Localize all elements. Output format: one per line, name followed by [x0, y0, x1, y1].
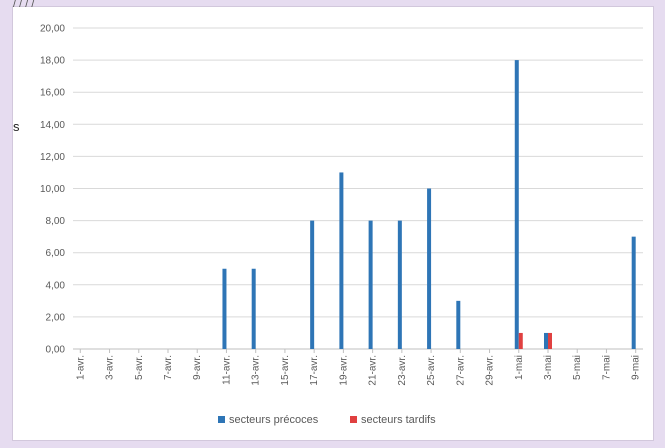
legend-label-tardifs: secteurs tardifs	[361, 414, 436, 426]
x-tick-label: 29-avr.	[485, 355, 496, 386]
legend-label-precoces: secteurs précoces	[229, 414, 319, 426]
bar-secteurs-precoces	[544, 332, 548, 349]
y-tick-label: 14,00	[40, 120, 65, 131]
x-tick-label: 13-avr.	[251, 355, 262, 386]
bar-secteurs-tardifs	[548, 332, 552, 349]
x-tick-label: 9-avr.	[192, 355, 203, 380]
y-tick-label: 20,00	[40, 24, 65, 35]
x-tick-label: 19-avr.	[338, 355, 349, 386]
x-tick-label: 1-mai	[514, 355, 525, 380]
y-tick-label: 10,00	[40, 184, 65, 195]
x-tick-label: 21-avr.	[368, 355, 379, 386]
x-tick-label: 27-avr.	[455, 355, 466, 386]
x-tick-label: 7-mai	[601, 355, 612, 380]
bar-secteurs-precoces	[514, 60, 519, 349]
bar-secteurs-precoces	[222, 268, 227, 349]
y-tick-label: 0,00	[46, 345, 66, 356]
x-tick-label: 25-avr.	[426, 355, 437, 386]
bar-secteurs-precoces	[310, 220, 315, 349]
y-tick-label: 4,00	[46, 280, 66, 291]
x-tick-label: 1-avr.	[75, 355, 86, 380]
x-tick-label: 5-avr.	[134, 355, 145, 380]
x-tick-label: 15-avr.	[280, 355, 291, 386]
y-tick-label: 18,00	[40, 56, 65, 67]
cropped-side-text: s	[13, 119, 20, 134]
bar-secteurs-precoces	[397, 220, 402, 349]
y-tick-label: 6,00	[46, 248, 66, 259]
bar-secteurs-tardifs	[518, 332, 523, 349]
bar-secteurs-precoces	[339, 172, 344, 349]
bar-secteurs-precoces	[631, 236, 636, 349]
bar-secteurs-precoces	[368, 220, 373, 349]
x-tick-label: 11-avr.	[221, 355, 232, 385]
bar-secteurs-precoces	[427, 188, 432, 349]
legend-swatch-precoces	[218, 416, 225, 423]
y-tick-label: 8,00	[46, 216, 66, 227]
x-tick-label: 23-avr.	[397, 355, 408, 386]
x-tick-label: 5-mai	[572, 355, 583, 380]
bar-secteurs-precoces	[251, 268, 256, 349]
legend-swatch-tardifs	[350, 416, 357, 423]
y-tick-label: 12,00	[40, 152, 65, 163]
x-tick-label: 9-mai	[631, 355, 642, 380]
y-tick-label: 2,00	[46, 312, 66, 323]
x-tick-label: 7-avr.	[163, 355, 174, 380]
x-tick-label: 3-mai	[543, 355, 554, 380]
cropped-top-text: / / / /	[13, 0, 35, 10]
bar-secteurs-precoces	[456, 300, 461, 349]
bar-chart: 0,00 2,00 4,00 6,00 8,00 10,00 12,00 14,00 16,00…	[40, 24, 643, 426]
y-tick-label: 16,00	[40, 88, 65, 99]
x-tick-label: 3-avr.	[105, 355, 116, 380]
chart-frame: / / / / s 0,00 2,00 4,00 6,00 8,00 10,00 12,00…	[12, 0, 654, 441]
x-tick-label: 17-avr.	[309, 355, 320, 386]
